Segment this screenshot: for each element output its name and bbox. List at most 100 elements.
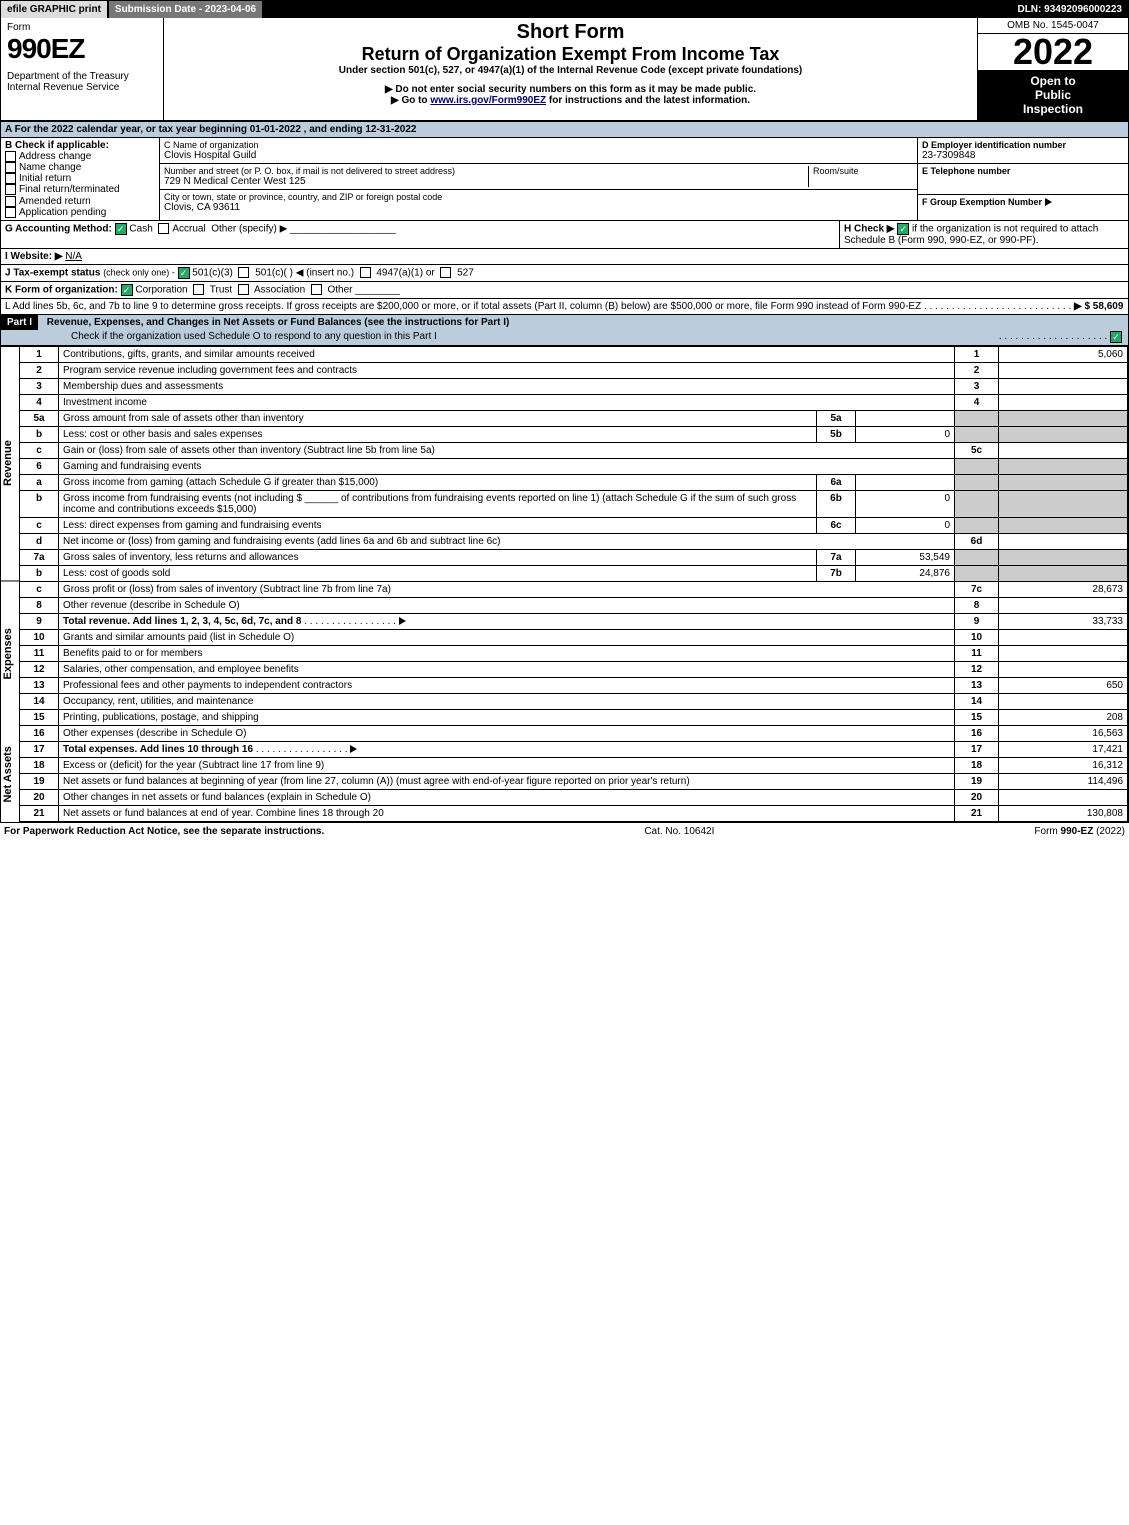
line-5a: 5aGross amount from sale of assets other… — [20, 410, 1128, 426]
checkbox-trust[interactable] — [193, 284, 204, 295]
checkbox-other[interactable] — [311, 284, 322, 295]
open-public-box: Open to Public Inspection — [978, 70, 1128, 120]
b-opt-name[interactable]: Name change — [5, 162, 155, 173]
i-label: I Website: ▶ — [5, 251, 63, 262]
b-opt-initial[interactable]: Initial return — [5, 173, 155, 184]
checkbox-527[interactable] — [440, 267, 451, 278]
j-501c: 501(c)( ) ◀ (insert no.) — [255, 267, 354, 278]
line-18: 18Excess or (deficit) for the year (Subt… — [20, 757, 1128, 773]
checkbox-501c[interactable] — [238, 267, 249, 278]
b-opt-pending[interactable]: Application pending — [5, 207, 155, 218]
section-k: K Form of organization: ✓ Corporation Tr… — [1, 282, 1128, 299]
form-number: 990EZ — [7, 33, 157, 65]
triangle-icon — [350, 745, 357, 753]
line-10: 10Grants and similar amounts paid (list … — [20, 629, 1128, 645]
title-short-form: Short Form — [170, 21, 971, 44]
line-4: 4Investment income4 — [20, 394, 1128, 410]
part-i-title: Revenue, Expenses, and Changes in Net As… — [41, 315, 516, 330]
checkbox-assoc[interactable] — [238, 284, 249, 295]
form-header: Form 990EZ Department of the Treasury In… — [1, 18, 1128, 122]
irs-label: Internal Revenue Service — [7, 82, 157, 93]
check-icon: ✓ — [178, 267, 190, 279]
line-6: 6Gaming and fundraising events — [20, 458, 1128, 474]
check-icon: ✓ — [121, 284, 133, 296]
b-opt-address[interactable]: Address change — [5, 151, 155, 162]
section-gh: G Accounting Method: ✓ Cash Accrual Othe… — [1, 221, 1128, 249]
l-text: L Add lines 5b, 6c, and 7b to line 9 to … — [5, 301, 921, 312]
line-6b: bGross income from fundraising events (n… — [20, 490, 1128, 517]
part-i-body: Revenue Expenses Net Assets 1Contributio… — [1, 346, 1128, 822]
title-return: Return of Organization Exempt From Incom… — [170, 44, 971, 65]
org-name: Clovis Hospital Guild — [164, 150, 913, 161]
section-g: G Accounting Method: ✓ Cash Accrual Othe… — [1, 221, 839, 248]
line-12: 12Salaries, other compensation, and empl… — [20, 661, 1128, 677]
f-label: F Group Exemption Number — [922, 197, 1042, 207]
top-bar: efile GRAPHIC print Submission Date - 20… — [1, 1, 1128, 18]
dln-label: DLN: 93492096000223 — [264, 1, 1128, 18]
line-21: 21Net assets or fund balances at end of … — [20, 805, 1128, 821]
k-label: K Form of organization: — [5, 284, 118, 295]
check-icon: ✓ — [897, 223, 909, 235]
k-corp: Corporation — [135, 284, 187, 295]
tax-year: 2022 — [978, 34, 1128, 70]
g-cash: Cash — [129, 223, 152, 234]
section-f: F Group Exemption Number — [918, 195, 1128, 210]
b-opt-final[interactable]: Final return/terminated — [5, 184, 155, 195]
page-footer: For Paperwork Reduction Act Notice, see … — [0, 823, 1129, 840]
b-title: B Check if applicable: — [5, 140, 155, 151]
dept-treasury: Department of the Treasury — [7, 71, 157, 82]
open-to: Open to — [980, 74, 1126, 88]
header-left: Form 990EZ Department of the Treasury In… — [1, 18, 164, 120]
netassets-label: Net Assets — [1, 727, 19, 822]
revenue-label: Revenue — [1, 346, 19, 580]
j-527: 527 — [457, 267, 474, 278]
form-container: efile GRAPHIC print Submission Date - 20… — [0, 0, 1129, 823]
line-13: 13Professional fees and other payments t… — [20, 677, 1128, 693]
goto-prefix: ▶ Go to — [391, 95, 430, 106]
j-501c3: 501(c)(3) — [192, 267, 233, 278]
lines-table: 1Contributions, gifts, grants, and simil… — [20, 346, 1128, 822]
org-address: 729 N Medical Center West 125 — [164, 176, 808, 187]
footer-right: Form 990-EZ (2022) — [1034, 826, 1125, 837]
k-other: Other — [327, 284, 352, 295]
efile-print-label[interactable]: efile GRAPHIC print — [1, 1, 109, 18]
k-trust: Trust — [210, 284, 232, 295]
l6b-text1: Gross income from fundraising events (no… — [63, 493, 302, 504]
part-i-header: Part I Revenue, Expenses, and Changes in… — [1, 314, 1128, 346]
line-16: 16Other expenses (describe in Schedule O… — [20, 725, 1128, 741]
line-15: 15Printing, publications, postage, and s… — [20, 709, 1128, 725]
l9-text: Total revenue. Add lines 1, 2, 3, 4, 5c,… — [63, 616, 301, 627]
j-label: J Tax-exempt status — [5, 267, 100, 278]
header-mid: Short Form Return of Organization Exempt… — [164, 18, 977, 120]
section-def: D Employer identification number 23-7309… — [918, 138, 1128, 220]
part-i-check-row: Check if the organization used Schedule … — [1, 330, 1128, 345]
section-j: J Tax-exempt status (check only one) - ✓… — [1, 265, 1128, 282]
lines-table-wrap: 1Contributions, gifts, grants, and simil… — [20, 346, 1128, 822]
line-17: 17Total expenses. Add lines 10 through 1… — [20, 741, 1128, 757]
line-6a: aGross income from gaming (attach Schedu… — [20, 474, 1128, 490]
section-a-year: A For the 2022 calendar year, or tax yea… — [1, 122, 1128, 138]
line-3: 3Membership dues and assessments3 — [20, 378, 1128, 394]
j-4947: 4947(a)(1) or — [376, 267, 434, 278]
submission-date: Submission Date - 2023-04-06 — [109, 1, 264, 18]
footer-mid: Cat. No. 10642I — [644, 826, 714, 837]
checkbox-4947[interactable] — [360, 267, 371, 278]
line-7a: 7aGross sales of inventory, less returns… — [20, 549, 1128, 565]
org-city: Clovis, CA 93611 — [164, 202, 913, 213]
irs-link[interactable]: www.irs.gov/Form990EZ — [430, 95, 546, 106]
section-b: B Check if applicable: Address change Na… — [1, 138, 160, 220]
public: Public — [980, 88, 1126, 102]
g-label: G Accounting Method: — [5, 223, 112, 234]
line-5b: bLess: cost or other basis and sales exp… — [20, 426, 1128, 442]
b-opt-amended[interactable]: Amended return — [5, 196, 155, 207]
part-i-check-text: Check if the organization used Schedule … — [71, 331, 999, 343]
footer-left: For Paperwork Reduction Act Notice, see … — [4, 826, 324, 837]
e-label: E Telephone number — [922, 166, 1124, 176]
line-20: 20Other changes in net assets or fund ba… — [20, 789, 1128, 805]
c-city-label: City or town, state or province, country… — [164, 192, 913, 202]
checkbox-accrual[interactable] — [158, 223, 169, 234]
l17-text: Total expenses. Add lines 10 through 16 — [63, 744, 253, 755]
subtitle-section: Under section 501(c), 527, or 4947(a)(1)… — [170, 65, 971, 76]
inspection: Inspection — [980, 102, 1126, 116]
goto-suffix: for instructions and the latest informat… — [546, 95, 750, 106]
